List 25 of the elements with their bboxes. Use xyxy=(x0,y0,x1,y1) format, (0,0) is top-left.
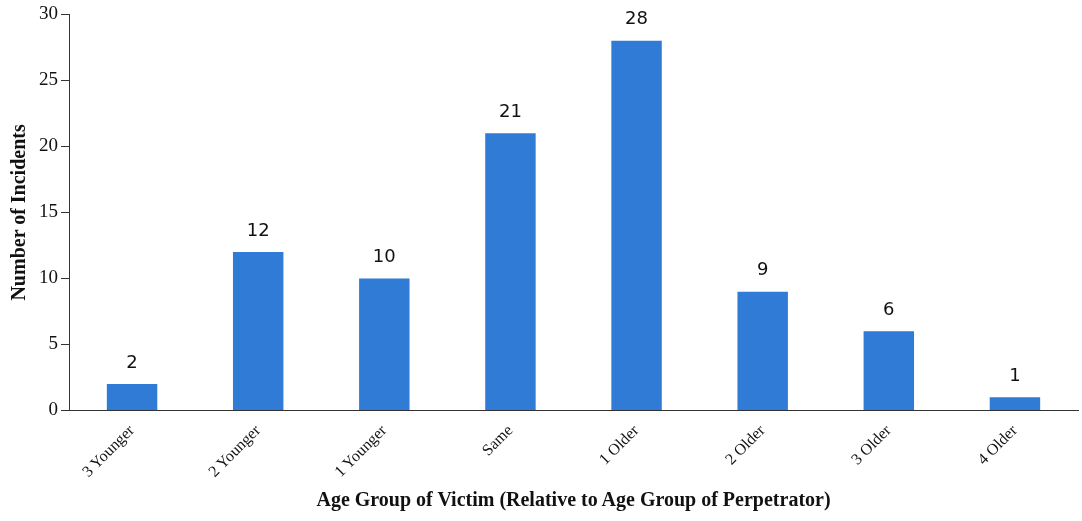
bar xyxy=(485,133,536,410)
data-label: 6 xyxy=(883,297,895,319)
y-tick-label: 15 xyxy=(39,200,58,222)
y-tick-label: 30 xyxy=(39,2,58,24)
bar xyxy=(232,252,284,410)
data-label: 2 xyxy=(126,350,138,372)
data-label: 21 xyxy=(498,99,522,121)
y-tick-label: 10 xyxy=(39,266,58,288)
bar xyxy=(737,291,788,410)
data-label: 28 xyxy=(625,7,649,29)
y-axis-title: Number of Incidents xyxy=(7,124,30,301)
bar xyxy=(863,331,915,410)
data-label: 9 xyxy=(756,258,769,280)
y-tick-label: 25 xyxy=(39,68,58,90)
x-axis-title: Age Group of Victim (Relative to Age Group of Perpetrator) xyxy=(316,488,831,512)
bar xyxy=(106,384,158,410)
bar xyxy=(359,278,410,410)
data-label: 12 xyxy=(246,218,270,240)
data-label: 1 xyxy=(1009,363,1021,385)
y-tick-label: 5 xyxy=(48,332,58,354)
y-tick-label: 0 xyxy=(48,398,58,420)
bar xyxy=(611,40,662,410)
bar xyxy=(989,397,1041,410)
y-tick-label: 20 xyxy=(39,134,58,156)
data-label: 10 xyxy=(372,245,396,267)
